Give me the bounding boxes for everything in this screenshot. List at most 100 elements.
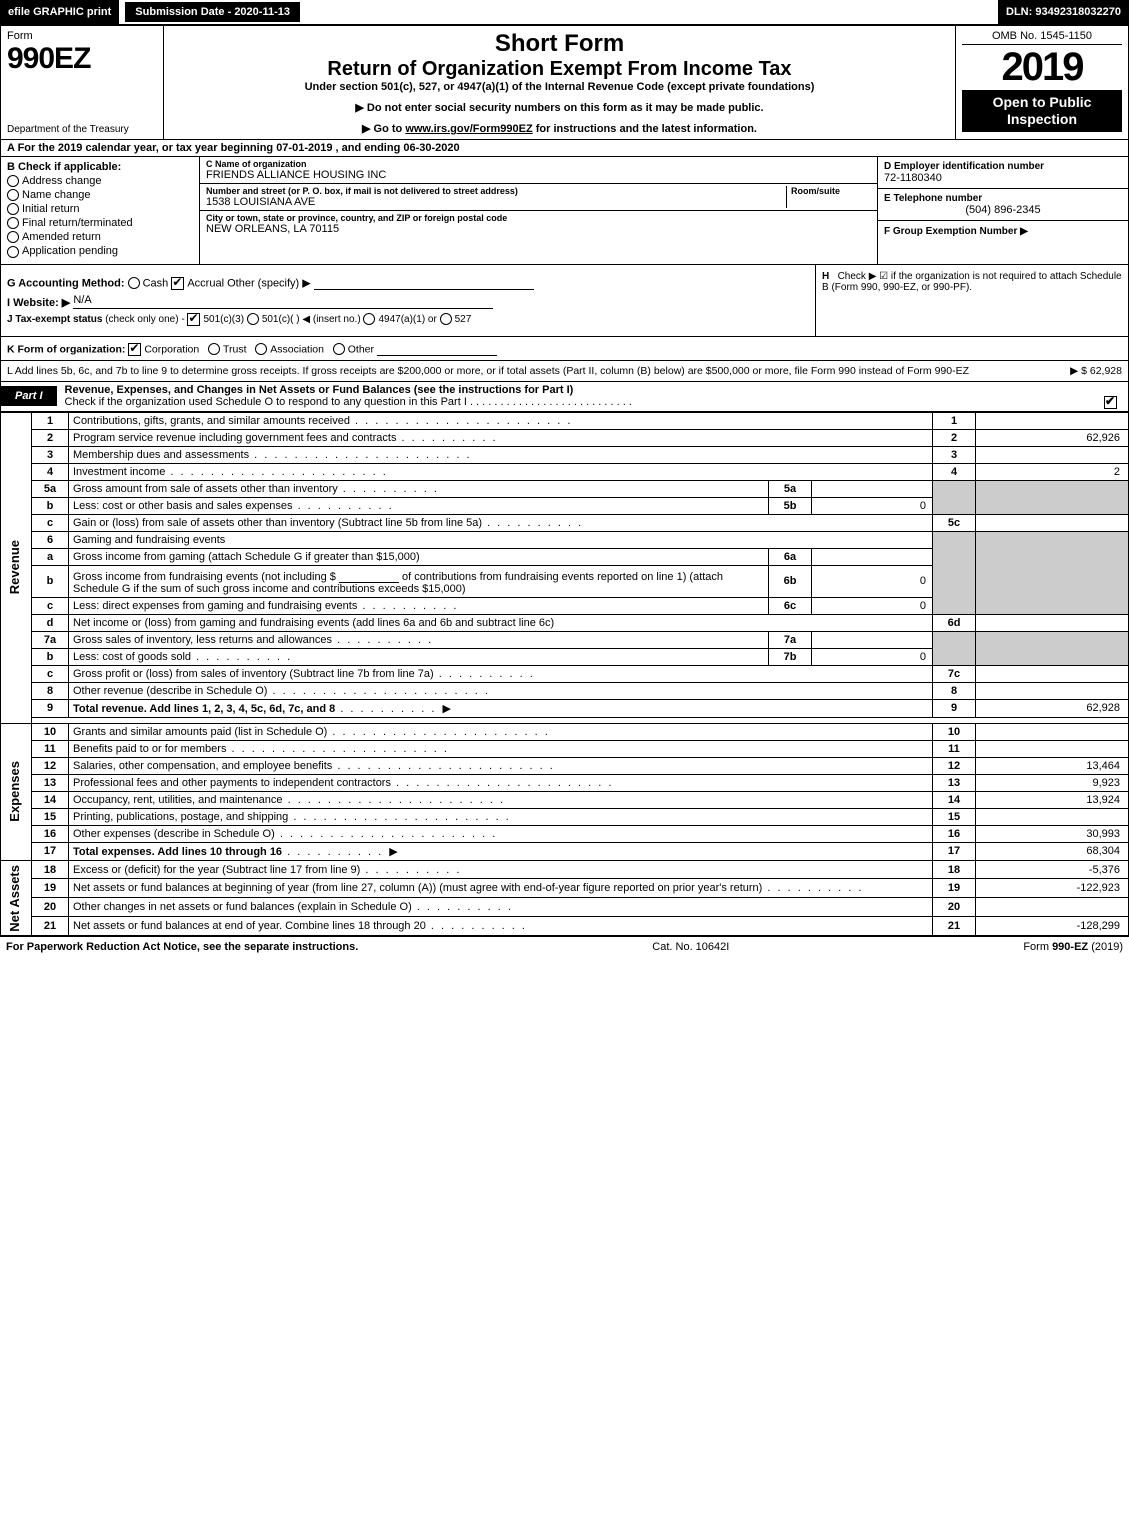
cb-final-return[interactable]: Final return/terminated xyxy=(7,217,193,229)
org-name-value: FRIENDS ALLIANCE HOUSING INC xyxy=(206,169,871,181)
cb-other[interactable] xyxy=(333,343,345,355)
header-left: Form 990EZ Department of the Treasury xyxy=(1,26,164,139)
net-assets-label: Net Assets xyxy=(5,863,24,934)
line-3: 3 Membership dues and assessments 3 xyxy=(1,446,1129,463)
cb-501c3[interactable] xyxy=(187,313,200,326)
phone-row: E Telephone number (504) 896-2345 xyxy=(878,189,1128,221)
dln-box: DLN: 93492318032270 xyxy=(998,0,1129,24)
line-6d: d Net income or (loss) from gaming and f… xyxy=(1,614,1129,631)
short-form-title: Short Form xyxy=(172,30,947,58)
form-number: 990EZ xyxy=(7,42,157,76)
6b-inline-amount[interactable] xyxy=(339,568,399,583)
l-text: L Add lines 5b, 6c, and 7b to line 9 to … xyxy=(7,365,1062,377)
l-amount: 62,928 xyxy=(1090,365,1122,377)
cb-association[interactable] xyxy=(255,343,267,355)
cb-501c[interactable] xyxy=(247,313,259,325)
cb-corporation[interactable] xyxy=(128,343,141,356)
other-specify-field[interactable] xyxy=(314,275,534,290)
top-bar: efile GRAPHIC print Submission Date - 20… xyxy=(0,0,1129,25)
instructions-line: ▶ Go to www.irs.gov/Form990EZ for instru… xyxy=(172,122,947,135)
group-exemption-label: F Group Exemption Number ▶ xyxy=(884,226,1028,237)
footer-center: Cat. No. 10642I xyxy=(652,941,729,953)
footer: For Paperwork Reduction Act Notice, see … xyxy=(0,936,1129,957)
cb-schedule-o[interactable] xyxy=(1104,396,1117,409)
row-j: J Tax-exempt status (check only one) - 5… xyxy=(7,313,809,326)
line-8: 8 Other revenue (describe in Schedule O)… xyxy=(1,682,1129,699)
line-9: 9 Total revenue. Add lines 1, 2, 3, 4, 5… xyxy=(1,699,1129,717)
financial-table: Revenue 1 Contributions, gifts, grants, … xyxy=(0,412,1129,937)
line-5c: c Gain or (loss) from sale of assets oth… xyxy=(1,514,1129,531)
col-c-org-info: C Name of organization FRIENDS ALLIANCE … xyxy=(200,157,878,264)
cb-amended-return[interactable]: Amended return xyxy=(7,231,193,243)
line-2: 2 Program service revenue including gove… xyxy=(1,429,1129,446)
cb-trust[interactable] xyxy=(208,343,220,355)
line-17: 17 Total expenses. Add lines 10 through … xyxy=(1,842,1129,860)
line-1: Revenue 1 Contributions, gifts, grants, … xyxy=(1,412,1129,429)
no-ssn-line: ▶ Do not enter social security numbers o… xyxy=(172,101,947,114)
line-20: 20 Other changes in net assets or fund b… xyxy=(1,898,1129,917)
street-value: 1538 LOUISIANA AVE xyxy=(206,196,782,208)
line-21: 21 Net assets or fund balances at end of… xyxy=(1,917,1129,936)
city-row: City or town, state or province, country… xyxy=(200,211,877,237)
line-15: 15 Printing, publications, postage, and … xyxy=(1,808,1129,825)
line-6: 6 Gaming and fundraising events xyxy=(1,531,1129,548)
line-12: 12 Salaries, other compensation, and emp… xyxy=(1,757,1129,774)
radio-cash[interactable] xyxy=(128,277,140,289)
l-amount-label: ▶ $ xyxy=(1070,365,1087,377)
part1-title: Revenue, Expenses, and Changes in Net As… xyxy=(57,382,1128,411)
ein-value: 72-1180340 xyxy=(884,172,1122,184)
room-label: Room/suite xyxy=(791,186,871,196)
row-l: L Add lines 5b, 6c, and 7b to line 9 to … xyxy=(0,361,1129,382)
cb-address-change[interactable]: Address change xyxy=(7,175,193,187)
line-5a: 5a Gross amount from sale of assets othe… xyxy=(1,480,1129,497)
form-label: Form xyxy=(7,30,157,42)
h-label: H xyxy=(822,271,829,282)
cb-initial-return[interactable]: Initial return xyxy=(7,203,193,215)
part1-badge: Part I xyxy=(1,386,57,406)
other-org-field[interactable] xyxy=(377,341,497,356)
top-bar-left: efile GRAPHIC print Submission Date - 20… xyxy=(0,0,302,24)
line-7a: 7a Gross sales of inventory, less return… xyxy=(1,631,1129,648)
cb-4947[interactable] xyxy=(363,313,375,325)
efile-print-link[interactable]: efile GRAPHIC print xyxy=(0,0,119,24)
ein-row: D Employer identification number 72-1180… xyxy=(878,157,1128,189)
header-right: OMB No. 1545-1150 2019 Open to Public In… xyxy=(956,26,1128,139)
expenses-label: Expenses xyxy=(5,759,24,824)
cb-application-pending[interactable]: Application pending xyxy=(7,245,193,257)
line-13: 13 Professional fees and other payments … xyxy=(1,774,1129,791)
footer-right: Form 990-EZ (2019) xyxy=(1023,941,1123,953)
submission-date-text: Submission Date - 2020-11-13 xyxy=(135,6,290,18)
org-name-label: C Name of organization xyxy=(206,159,871,169)
treasury-label: Department of the Treasury xyxy=(7,124,157,135)
row-a-tax-year: A For the 2019 calendar year, or tax yea… xyxy=(0,140,1129,157)
city-label: City or town, state or province, country… xyxy=(206,213,871,223)
org-name-row: C Name of organization FRIENDS ALLIANCE … xyxy=(200,157,877,184)
block-bcdef: B Check if applicable: Address change Na… xyxy=(0,157,1129,265)
line-7c: c Gross profit or (loss) from sales of i… xyxy=(1,665,1129,682)
header-center: Short Form Return of Organization Exempt… xyxy=(164,26,956,139)
submission-date-box: Submission Date - 2020-11-13 xyxy=(123,0,302,24)
line-4: 4 Investment income 4 2 xyxy=(1,463,1129,480)
phone-label: E Telephone number xyxy=(884,193,1122,204)
col-b-title: B Check if applicable: xyxy=(7,161,193,173)
ein-label: D Employer identification number xyxy=(884,161,1122,172)
col-h: H Check ▶ ☑ if the organization is not r… xyxy=(816,265,1128,336)
cb-name-change[interactable]: Name change xyxy=(7,189,193,201)
block-ghij: G Accounting Method: Cash Accrual Other … xyxy=(0,265,1129,337)
street-label: Number and street (or P. O. box, if mail… xyxy=(206,186,782,196)
line-11: 11 Benefits paid to or for members 11 xyxy=(1,740,1129,757)
revenue-label: Revenue xyxy=(5,538,24,596)
checkbox-accrual[interactable] xyxy=(171,277,184,290)
row-g: G Accounting Method: Cash Accrual Other … xyxy=(7,275,809,290)
row-i: I Website: ▶ N/A xyxy=(7,294,809,309)
group-exemption-row: F Group Exemption Number ▶ xyxy=(878,221,1128,241)
cb-527[interactable] xyxy=(440,313,452,325)
i-label: I Website: ▶ xyxy=(7,297,70,309)
tax-year: 2019 xyxy=(962,45,1122,90)
line-18: Net Assets 18 Excess or (deficit) for th… xyxy=(1,860,1129,879)
return-title: Return of Organization Exempt From Incom… xyxy=(172,58,947,81)
under-section: Under section 501(c), 527, or 4947(a)(1)… xyxy=(172,81,947,93)
instructions-link[interactable]: www.irs.gov/Form990EZ xyxy=(405,123,532,135)
col-def: D Employer identification number 72-1180… xyxy=(878,157,1128,264)
footer-left: For Paperwork Reduction Act Notice, see … xyxy=(6,941,358,953)
